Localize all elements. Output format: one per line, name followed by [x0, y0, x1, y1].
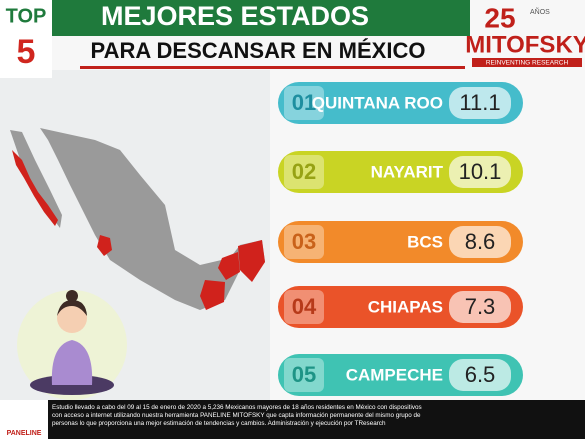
state: CHIAPAS	[368, 297, 443, 316]
logo-years-label: AÑOS	[530, 7, 550, 16]
state-chiapas	[200, 280, 225, 310]
rank: 05	[292, 362, 316, 387]
head	[57, 303, 87, 333]
baja	[10, 130, 62, 228]
bun	[66, 290, 78, 302]
state-quintana-roo	[238, 240, 265, 282]
score: 6.5	[465, 362, 496, 387]
rank-box	[284, 225, 324, 259]
score-box	[449, 156, 511, 188]
state: QUINTANA ROO	[312, 93, 443, 112]
underline	[80, 66, 465, 69]
illustration	[17, 290, 127, 400]
score: 11.1	[459, 90, 500, 115]
state-nayarit	[97, 235, 112, 256]
score: 7.3	[465, 294, 496, 319]
rank: 04	[292, 294, 317, 319]
rank-box	[284, 290, 324, 324]
footer-logo: PANELINE	[7, 430, 42, 437]
state: NAYARIT	[371, 162, 444, 181]
map	[10, 128, 265, 310]
footer-note: Estudio llevado a cabo del 09 al 15 de e…	[52, 404, 422, 427]
rank-box	[284, 86, 324, 120]
rank: 01	[292, 90, 316, 115]
state: BCS	[407, 232, 443, 251]
body	[51, 340, 93, 385]
footer-logo-bg	[0, 400, 48, 439]
score: 10.1	[459, 159, 502, 184]
state-campeche	[218, 252, 240, 280]
state-bcs	[12, 150, 58, 226]
mainland	[40, 128, 265, 310]
score-box	[449, 291, 511, 323]
logo-years: 25	[484, 2, 515, 33]
logo-brand: MITOFSKY	[465, 31, 585, 58]
logo-tag-band	[472, 58, 582, 67]
rank-box	[284, 358, 324, 392]
rank: 02	[292, 159, 316, 184]
title-band	[50, 0, 470, 36]
score-box	[449, 87, 511, 119]
badge-number: 5	[17, 33, 36, 71]
logo-tagline: REINVENTING RESEARCH	[486, 60, 569, 67]
hair	[57, 300, 87, 316]
state: CAMPECHE	[346, 365, 443, 384]
rank: 03	[292, 229, 316, 254]
title: MEJORES ESTADOS	[101, 1, 369, 31]
subtitle: PARA DESCANSAR EN MÉXICO	[91, 38, 426, 63]
rank-box	[284, 155, 324, 189]
score: 8.6	[465, 229, 496, 254]
score-box	[449, 226, 511, 258]
badge-top: TOP	[6, 5, 47, 27]
footer-band	[0, 400, 585, 439]
badge-bg	[0, 0, 52, 78]
score-box	[449, 359, 511, 391]
